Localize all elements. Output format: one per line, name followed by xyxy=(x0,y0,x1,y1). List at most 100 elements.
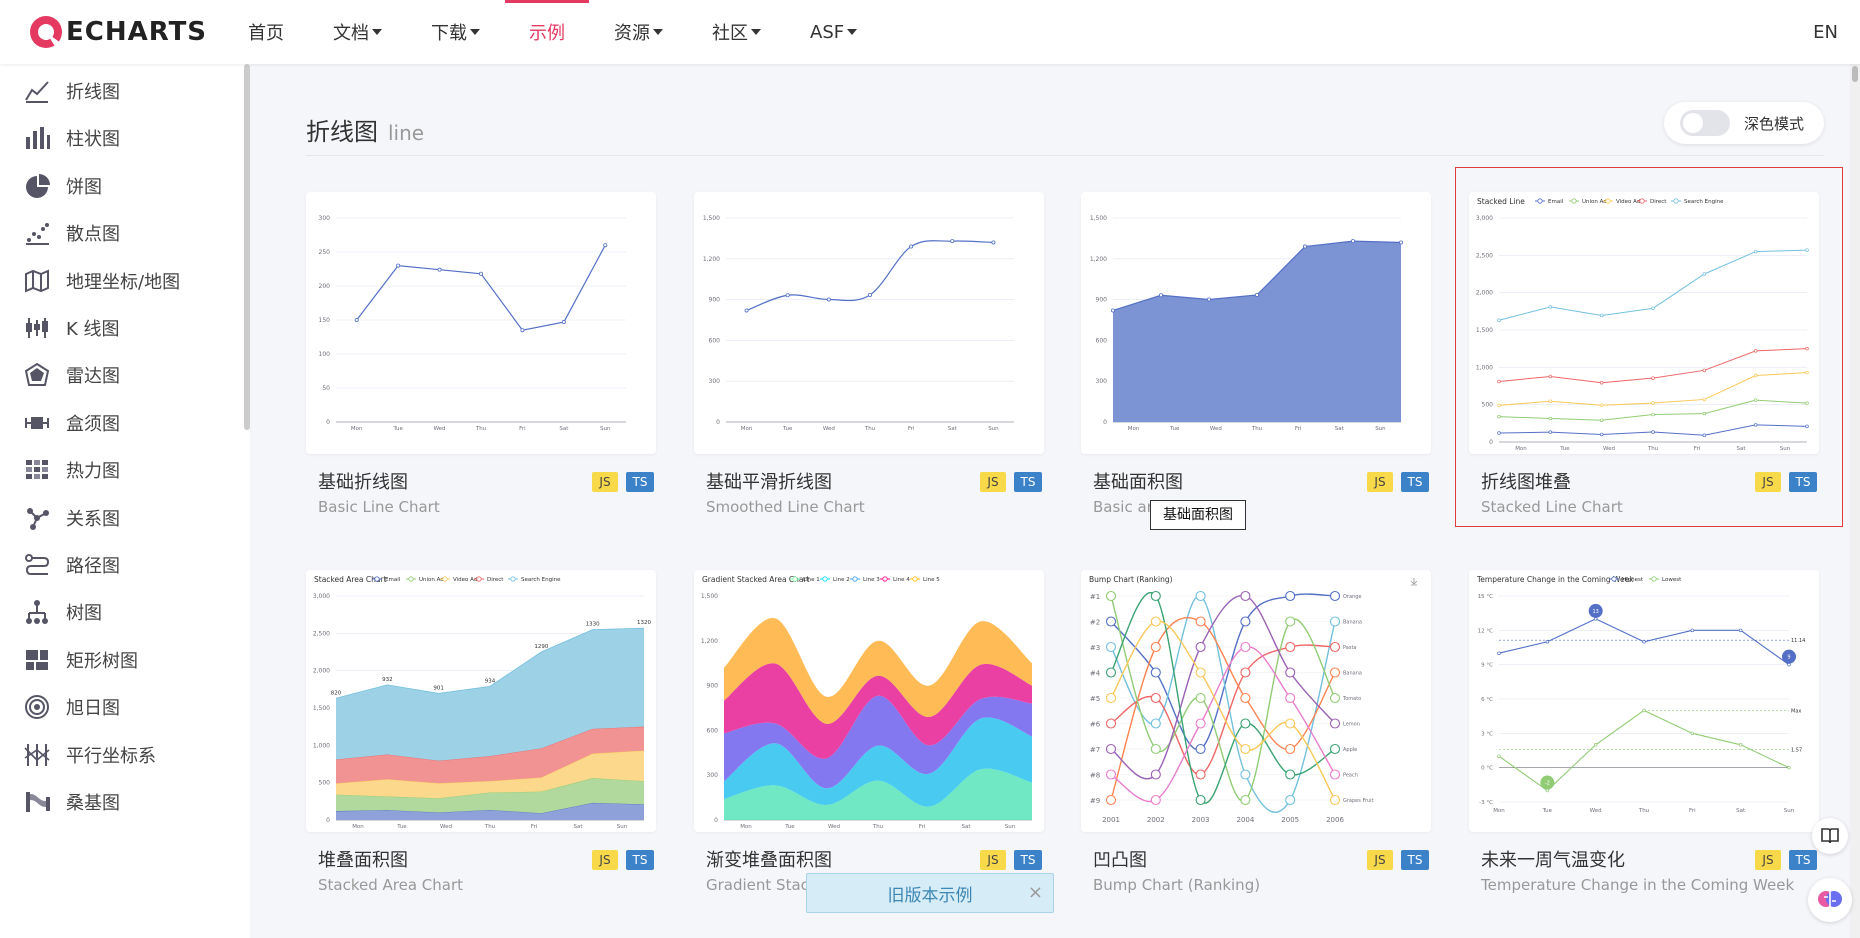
data-point xyxy=(1642,640,1646,644)
card-title[interactable]: 基础折线图 xyxy=(318,472,408,493)
nav-resources[interactable]: 资源 xyxy=(614,0,663,64)
nav-download[interactable]: 下载 xyxy=(431,0,480,64)
nav-community[interactable]: 社区 xyxy=(712,0,761,64)
sidebar-item[interactable]: 柱状图 xyxy=(22,118,120,158)
sidebar-item[interactable]: 盒须图 xyxy=(22,403,120,443)
y-tick-label: 0 xyxy=(714,817,718,824)
sidebar-item[interactable]: 矩形树图 xyxy=(22,640,138,680)
example-card[interactable]: 0 300 600 900 1,200 1,500 Mon Tue Wed Thu Fri Sat Su… xyxy=(694,192,1044,516)
js-badge[interactable]: JS xyxy=(980,850,1006,870)
sidebar-item-label: 热力图 xyxy=(66,461,120,483)
x-tick-label: Mon xyxy=(351,426,363,432)
card-thumbnail[interactable]: Gradient Stacked Area Chart Line 1 Line 2 L… xyxy=(694,570,1044,832)
js-badge[interactable]: JS xyxy=(1755,472,1781,492)
ts-badge[interactable]: TS xyxy=(1014,850,1042,870)
card-thumbnail[interactable]: 0 300 600 900 1,200 1,500 Mon Tue Wed Thu Fri Sat Su… xyxy=(694,192,1044,454)
data-point xyxy=(1651,376,1655,380)
example-card[interactable]: 0 300 600 900 1,200 1,500 Mon Tue Wed Thu Fri Sat Su… xyxy=(1081,192,1431,516)
card-title[interactable]: 未来一周气温变化 xyxy=(1481,850,1625,871)
sidebar-item[interactable]: 折线图 xyxy=(22,71,120,111)
x-tick-label: Fri xyxy=(919,824,926,830)
card-title[interactable]: 基础平滑折线图 xyxy=(706,472,832,493)
ts-badge[interactable]: TS xyxy=(1789,472,1817,492)
ts-badge[interactable]: TS xyxy=(1789,850,1817,870)
nav-label: 社区 xyxy=(712,23,748,44)
sidebar-item[interactable]: 树图 xyxy=(22,592,102,632)
legend-marker xyxy=(1639,198,1645,204)
data-point xyxy=(1240,794,1251,806)
ts-badge[interactable]: TS xyxy=(1014,472,1042,492)
dark-mode-toggle[interactable]: 深色模式 xyxy=(1664,102,1824,144)
example-card[interactable]: Bump Chart (Ranking) #1 #2 #3 #4 #5 #6 #7 #8 #9 20… xyxy=(1081,570,1431,894)
nav-home[interactable]: 首页 xyxy=(248,0,284,64)
card-title[interactable]: 折线图堆叠 xyxy=(1481,472,1571,493)
old-version-banner[interactable]: 旧版本示例 × xyxy=(806,873,1054,913)
sidebar-item[interactable]: 热力图 xyxy=(22,450,120,490)
main-scrollbar-thumb[interactable] xyxy=(1852,66,1858,82)
line-chart-icon xyxy=(22,76,52,106)
data-label: 1290 xyxy=(534,644,548,650)
js-badge[interactable]: JS xyxy=(980,472,1006,492)
js-badge[interactable]: JS xyxy=(592,850,618,870)
card-title[interactable]: 渐变堆叠面积图 xyxy=(706,850,832,871)
data-point xyxy=(1240,743,1251,755)
ts-badge[interactable]: TS xyxy=(1401,850,1429,870)
nav-asf[interactable]: ASF xyxy=(810,0,858,64)
data-point xyxy=(354,318,359,323)
ts-badge[interactable]: TS xyxy=(1401,472,1429,492)
sidebar-item[interactable]: 饼图 xyxy=(22,166,102,206)
close-icon[interactable]: × xyxy=(1027,882,1043,903)
js-badge[interactable]: JS xyxy=(1367,472,1393,492)
chevron-down-icon xyxy=(847,29,858,35)
card-thumbnail[interactable]: 0 50 100 150 200 250 300 Mon Tue Wed Thu Fri Sat Sun xyxy=(306,192,656,454)
sidebar-item[interactable]: K 线图 xyxy=(22,308,120,348)
echarts-logo[interactable]: ECHARTS xyxy=(28,12,207,52)
dark-mode-switch[interactable] xyxy=(1680,110,1730,136)
main-scrollbar[interactable] xyxy=(1850,64,1860,938)
data-point xyxy=(1702,368,1707,373)
example-card[interactable]: Gradient Stacked Area Chart Line 1 Line 2 L… xyxy=(694,570,1044,894)
x-tick-label: Tue xyxy=(782,426,793,432)
card-thumbnail[interactable]: 0 300 600 900 1,200 1,500 Mon Tue Wed Thu Fri Sat Su… xyxy=(1081,192,1431,454)
example-card[interactable]: Stacked Line Email Union Ads Video Ads Direc… xyxy=(1469,192,1819,516)
sidebar-item[interactable]: 散点图 xyxy=(22,213,120,253)
card-title[interactable]: 基础面积图 xyxy=(1093,472,1183,493)
data-point xyxy=(1753,249,1758,254)
ts-badge[interactable]: TS xyxy=(626,850,654,870)
book-icon[interactable] xyxy=(1812,818,1848,854)
example-card[interactable]: Stacked Area Chart Email Union Ads Video Ad… xyxy=(306,570,656,894)
js-badge[interactable]: JS xyxy=(1755,850,1781,870)
language-switch[interactable]: EN xyxy=(1813,21,1838,43)
sidebar-item[interactable]: 桑基图 xyxy=(22,782,120,822)
sidebar-item[interactable]: 雷达图 xyxy=(22,355,120,395)
ts-badge[interactable]: TS xyxy=(626,472,654,492)
card-thumbnail[interactable]: Stacked Area Chart Email Union Ads Video Ad… xyxy=(306,570,656,832)
sidebar-item-label: 折线图 xyxy=(66,82,120,103)
sidebar-item[interactable]: 平行坐标系 xyxy=(22,735,156,775)
example-card[interactable]: Temperature Change in the Coming Week Hig… xyxy=(1469,570,1819,894)
nav-examples[interactable]: 示例 xyxy=(505,0,589,64)
js-badge[interactable]: JS xyxy=(1367,850,1393,870)
card-title[interactable]: 堆叠面积图 xyxy=(318,850,408,871)
sidebar-scrollbar[interactable] xyxy=(244,64,250,430)
x-tick-label: Sun xyxy=(617,824,628,830)
data-point xyxy=(1105,641,1117,653)
nav-docs[interactable]: 文档 xyxy=(333,0,382,64)
sidebar-item[interactable]: 地理坐标/地图 xyxy=(22,261,180,301)
card-thumbnail[interactable]: Bump Chart (Ranking) #1 #2 #3 #4 #5 #6 #7 #8 #9 20… xyxy=(1081,570,1431,832)
series-line xyxy=(356,244,606,331)
example-card[interactable]: 0 50 100 150 200 250 300 Mon Tue Wed Thu Fri Sat Sun 基… xyxy=(306,192,656,516)
data-point xyxy=(1805,248,1809,252)
card-thumbnail[interactable]: Stacked Line Email Union Ads Video Ads Direc… xyxy=(1469,192,1819,454)
x-tick-label: Mon xyxy=(1515,446,1527,452)
card-thumbnail[interactable]: Temperature Change in the Coming Week Hig… xyxy=(1469,570,1819,832)
sidebar-item[interactable]: 路径图 xyxy=(22,545,120,585)
ai-assistant-icon[interactable] xyxy=(1808,878,1852,922)
data-point xyxy=(1753,398,1758,402)
card-title[interactable]: 凹凸图 xyxy=(1093,850,1147,871)
js-badge[interactable]: JS xyxy=(592,472,618,492)
x-tick-label: Sat xyxy=(573,824,583,830)
sidebar-item[interactable]: 旭日图 xyxy=(22,687,120,727)
sidebar-item[interactable]: 关系图 xyxy=(22,498,120,538)
legend-label: Union Ads xyxy=(1582,199,1610,205)
